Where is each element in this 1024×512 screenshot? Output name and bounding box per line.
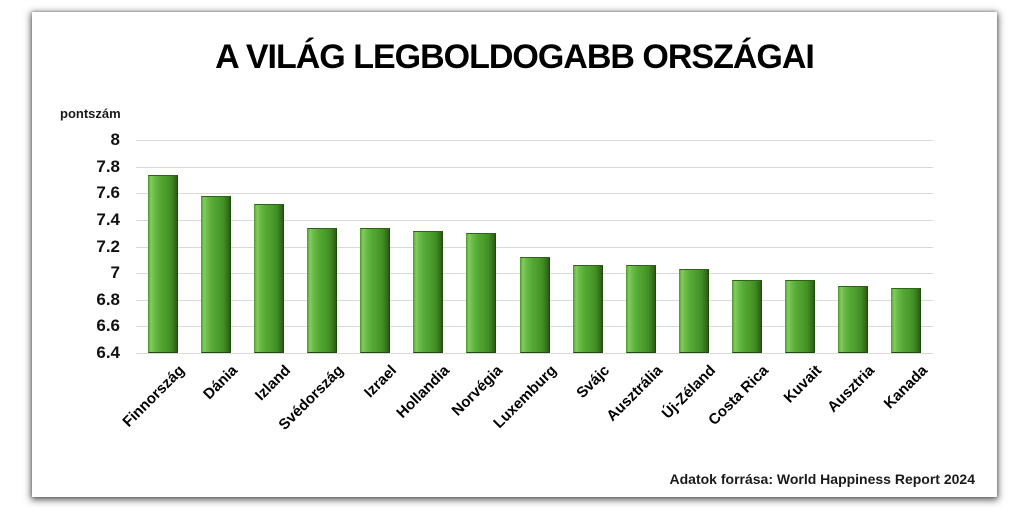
y-axis-tick-label: 8 [110,130,120,149]
chart-title: A VILÁG LEGBOLDOGABB ORSZÁGAI [215,38,815,76]
y-axis-title: pontszám [60,106,121,121]
bar-izrael [360,227,391,353]
bar-kuvait [785,279,816,353]
data-source-note: Adatok forrása: World Happiness Report 2… [669,471,975,487]
y-axis-tick-label: 7.6 [96,183,120,203]
y-axis-tick-label: 7 [110,263,120,283]
y-axis-tick-label: 7.4 [96,209,120,229]
y-axis-tick-label: 6.8 [96,289,120,309]
gridline [136,219,933,221]
bar-costa-rica [732,279,763,353]
gridline [136,140,933,141]
gridline [136,193,933,195]
bar-ausztr-lia [625,265,656,353]
bar-finnorsz-g [147,174,178,353]
plot-area [136,140,933,354]
bar-sv-jc [572,265,603,353]
bar-hollandia [413,230,444,353]
y-axis-tick-label: 7.2 [96,236,120,256]
bar-kanada [891,287,922,353]
gridline [136,353,933,354]
bar-norv-gia [466,233,497,353]
y-axis-tick-label: 7.8 [96,156,120,176]
bar-d-nia [200,195,231,353]
bar--j-z-land [678,269,709,353]
y-axis-tick-label: 6.4 [96,343,120,362]
gridline [136,246,933,248]
y-axis-tick-label: 6.6 [96,316,120,336]
bar-izland [253,203,284,353]
bar-sv-dorsz-g [306,227,337,353]
gridline [136,166,933,168]
bar-luxemburg [519,257,550,353]
chart-card: A VILÁG LEGBOLDOGABB ORSZÁGAI pontszám 8… [32,12,997,497]
bar-ausztria [838,286,869,353]
